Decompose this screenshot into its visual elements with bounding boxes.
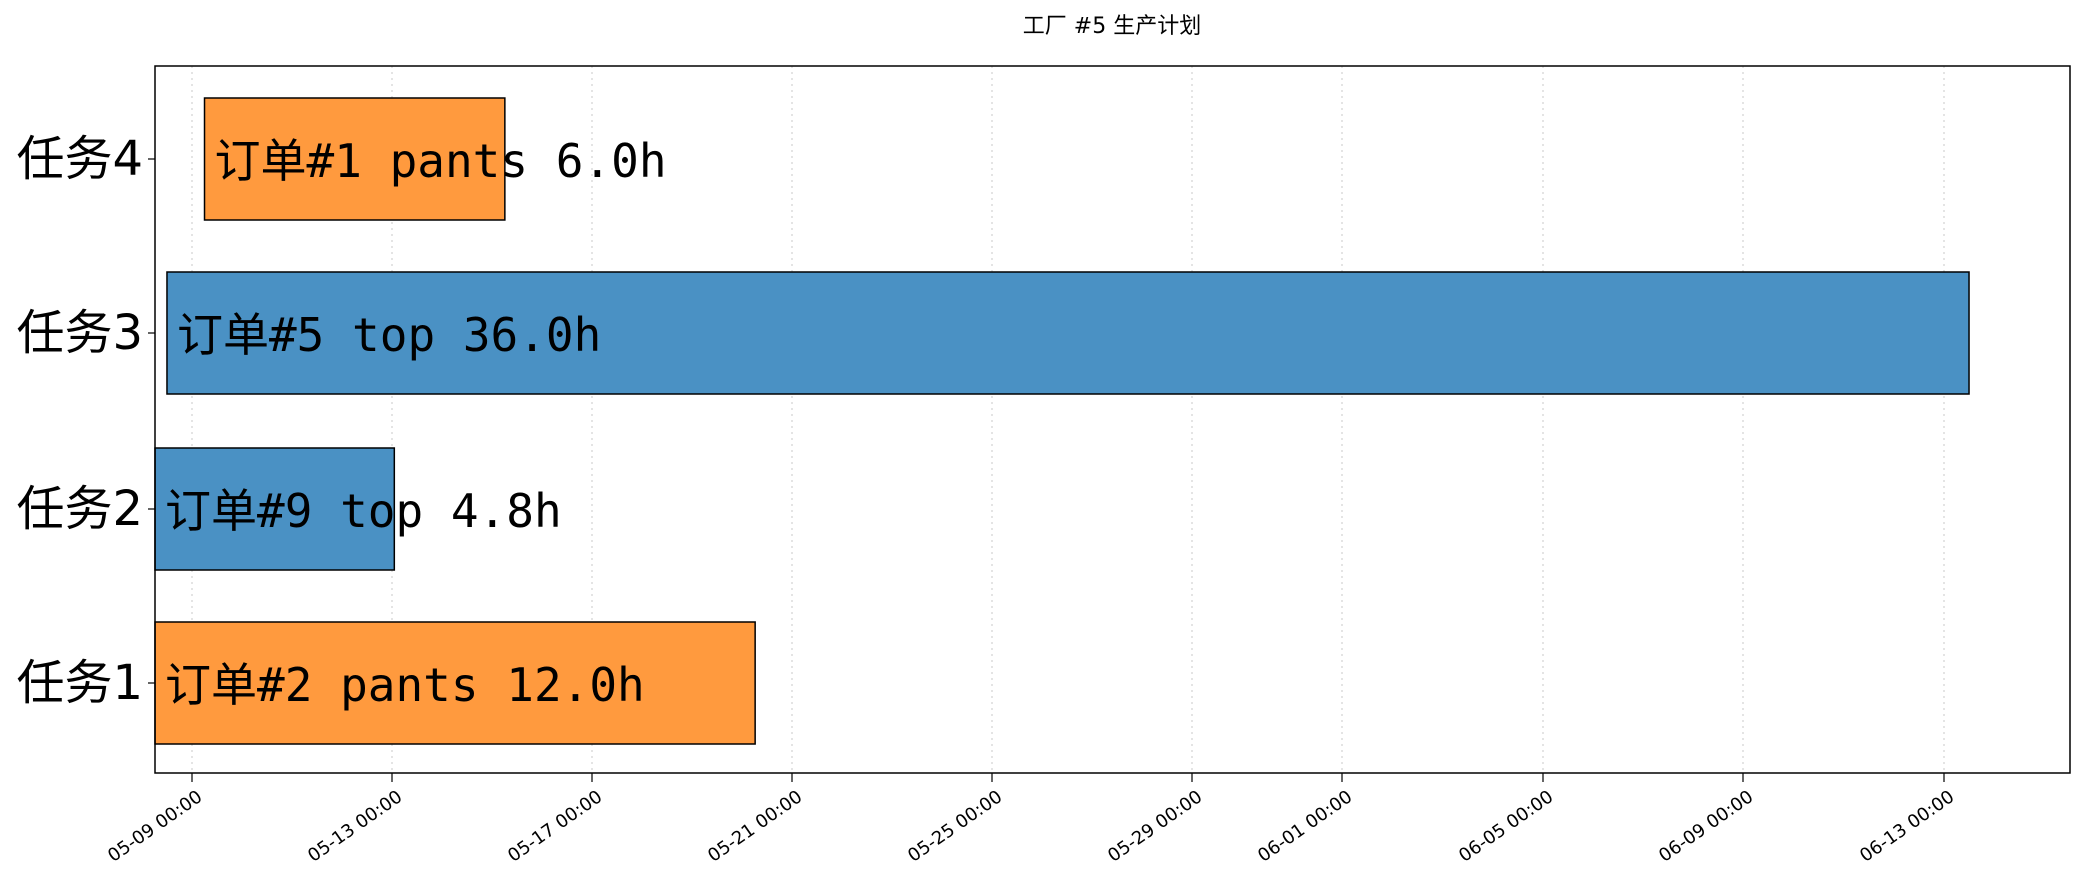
x-axis: 05-09 00:00 05-13 00:00 05-17 00:00 05-21 0… [104, 773, 1958, 867]
chart-title: 工厂 #5 生产计划 [1023, 14, 1201, 39]
x-tick-label: 05-21 00:00 [704, 786, 806, 866]
bar-label: 订单#2 pants 12.0h [165, 658, 645, 712]
gantt-bar [154, 621, 756, 745]
x-tick-label: 06-09 00:00 [1655, 786, 1757, 866]
y-tick-label: 任务2 [16, 481, 143, 537]
bar-labels-layer: 订单#2 pants 12.0h 订单#9 top 4.8h 订单#5 top 36… [165, 134, 667, 712]
y-tick-label: 任务1 [16, 655, 143, 711]
y-tick-label: 任务4 [16, 131, 143, 187]
x-tick-label: 06-01 00:00 [1254, 786, 1356, 866]
x-tick-label: 06-05 00:00 [1455, 786, 1557, 866]
plot-frame [154, 65, 2071, 774]
bars-layer [154, 97, 1970, 745]
bar-label: 订单#5 top 36.0h [177, 308, 601, 362]
bar-label: 订单#9 top 4.8h [165, 484, 562, 538]
x-tick-label: 05-13 00:00 [304, 786, 406, 866]
gantt-bar [154, 447, 396, 571]
y-axis: 任务1 任务2 任务3 任务4 [16, 131, 155, 711]
x-tick-label: 05-17 00:00 [504, 786, 606, 866]
x-tick-label: 05-09 00:00 [104, 786, 206, 866]
x-tick-label: 05-29 00:00 [1104, 786, 1206, 866]
x-tick-label: 06-13 00:00 [1856, 786, 1958, 866]
bar-label: 订单#1 pants 6.0h [215, 134, 667, 188]
y-tick-label: 任务3 [16, 305, 143, 361]
x-tick-label: 05-25 00:00 [904, 786, 1006, 866]
gantt-bar [203, 97, 506, 221]
gantt-bar [166, 271, 1970, 395]
